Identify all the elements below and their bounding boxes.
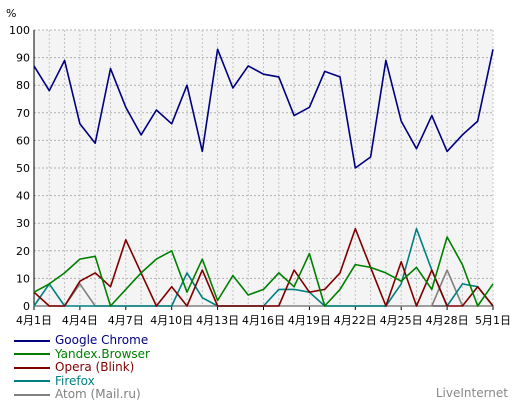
- legend: Google Chrome Yandex.Browser Opera (Blink)…: [14, 333, 150, 402]
- legend-label: Yandex.Browser: [55, 346, 150, 361]
- legend-label: Atom (Mail.ru): [55, 387, 141, 401]
- legend-swatch: [14, 366, 50, 369]
- legend-swatch: [14, 393, 50, 396]
- legend-item: Firefox: [14, 373, 150, 389]
- x-tick-label: 4月1日: [16, 314, 52, 327]
- x-tick-label: 4月4日: [62, 314, 98, 327]
- legend-item: Opera (Blink): [14, 360, 150, 375]
- legend-swatch: [14, 353, 50, 356]
- x-tick-label: 4月10日: [150, 314, 193, 327]
- x-tick-label: 4月16日: [242, 314, 285, 327]
- legend-swatch: [14, 339, 50, 342]
- legend-item: Google Chrome: [14, 333, 150, 348]
- legend-label: Opera (Blink): [55, 360, 135, 374]
- legend-label: Google Chrome: [55, 333, 149, 347]
- x-tick-label: 5月1日: [475, 314, 511, 327]
- y-tick-label: 90: [16, 52, 30, 65]
- y-tick-label: 60: [16, 134, 30, 147]
- series-line-opera-blink: [33, 227, 494, 307]
- y-tick-label: 50: [16, 162, 30, 175]
- x-tick-label: 4月28日: [426, 314, 469, 327]
- x-tick-label: 4月25日: [380, 314, 423, 327]
- y-tick-label: 20: [16, 245, 30, 258]
- series-lines: [33, 48, 494, 307]
- y-tick-label: 30: [16, 217, 30, 230]
- y-tick-label: 10: [16, 272, 30, 285]
- x-tick-label: 4月19日: [288, 314, 331, 327]
- y-tick-label: 40: [16, 190, 30, 203]
- x-tick-label: 4月22日: [334, 314, 377, 327]
- y-tick-label: 100: [9, 24, 30, 37]
- x-tick-label: 4月13日: [196, 314, 239, 327]
- series-line-yandex-browser: [33, 236, 494, 307]
- legend-item: Yandex.Browser: [14, 346, 150, 362]
- y-tick-label: 70: [16, 107, 30, 120]
- series-line-google-chrome: [33, 48, 494, 169]
- liveinternet-credit: LiveInternet: [435, 386, 508, 400]
- legend-label: Firefox: [55, 373, 95, 388]
- x-tick-label: 4月7日: [108, 314, 144, 327]
- y-tick-label: 0: [23, 300, 30, 313]
- legend-swatch: [14, 380, 50, 383]
- y-tick-label: 80: [16, 79, 30, 92]
- legend-item: Atom (Mail.ru): [14, 387, 150, 402]
- y-axis-unit-label: %: [6, 7, 16, 20]
